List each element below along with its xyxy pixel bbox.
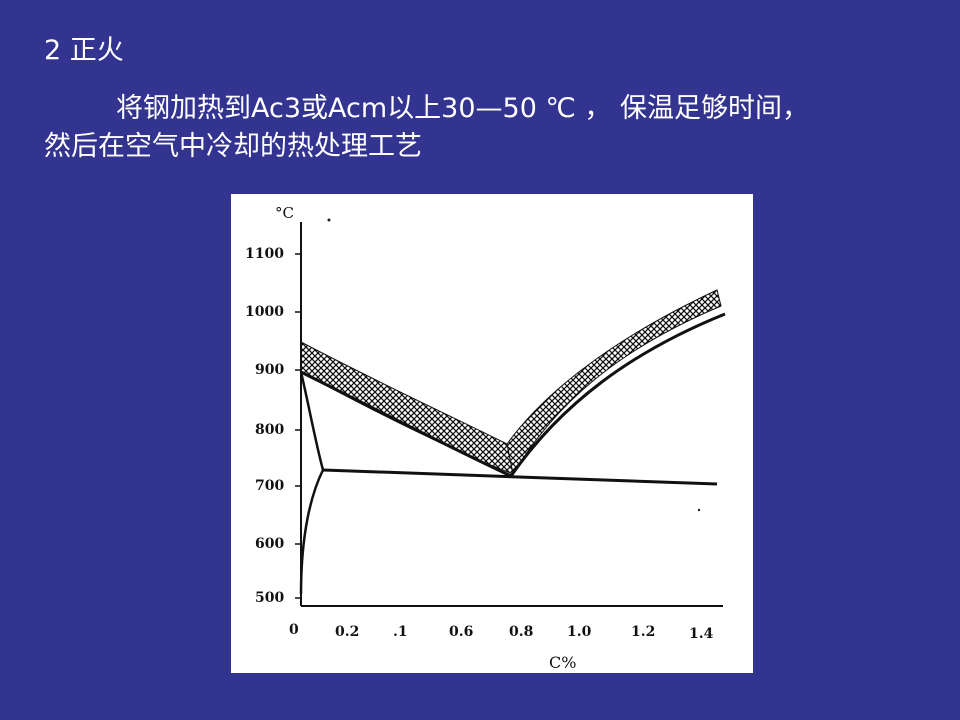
speck (697, 508, 701, 512)
x-tick-0-2: 0.2 (335, 624, 359, 640)
paragraph-line-1: 将钢加热到Ac3或Acm以上30—50 ℃ ， 保温足够时间， (116, 93, 809, 124)
x-tick-1-0: 1.0 (567, 624, 592, 640)
x-tick-1-4: 1.4 (689, 626, 714, 642)
x-tick-0-4: .1 (393, 624, 408, 640)
y-tick-700: 700 (255, 478, 284, 494)
y-tick-marks (295, 253, 301, 599)
normalizing-range-band-hypo (300, 341, 514, 475)
a1-line (322, 468, 718, 486)
x-unit-label: C% (549, 653, 576, 672)
x-tick-0-6: 0.6 (449, 624, 473, 640)
normalizing-range-band-hyper (506, 289, 722, 476)
y-tick-1000: 1000 (245, 304, 284, 320)
x-tick-0: 0 (289, 622, 299, 638)
y-tick-800: 800 (255, 422, 284, 438)
acm-line (509, 312, 726, 477)
slide-title: 2 正火 (44, 35, 124, 66)
definition-paragraph: 将钢加热到Ac3或Acm以上30—50 ℃ ， 保温足够时间， 然后在空气中冷却… (44, 90, 924, 166)
y-tick-500: 500 (255, 590, 284, 606)
normalizing-temperature-diagram: °C 1100 1000 900 800 700 600 500 0 0.2 .… (231, 194, 753, 673)
ferrite-boundary-line (299, 371, 325, 471)
y-tick-1100: 1100 (245, 246, 284, 262)
ferrite-solvus-line (299, 469, 325, 595)
y-tick-600: 600 (255, 536, 284, 552)
speck (327, 218, 331, 222)
x-tick-0-8: 0.8 (509, 624, 533, 640)
y-tick-900: 900 (255, 362, 284, 378)
diagram-svg: °C 1100 1000 900 800 700 600 500 0 0.2 .… (245, 204, 726, 672)
alpha-gamma-line (300, 371, 512, 477)
x-tick-1-2: 1.2 (631, 624, 655, 640)
y-unit-label: °C (275, 204, 294, 222)
paragraph-line-2: 然后在空气中冷却的热处理工艺 (44, 131, 422, 162)
